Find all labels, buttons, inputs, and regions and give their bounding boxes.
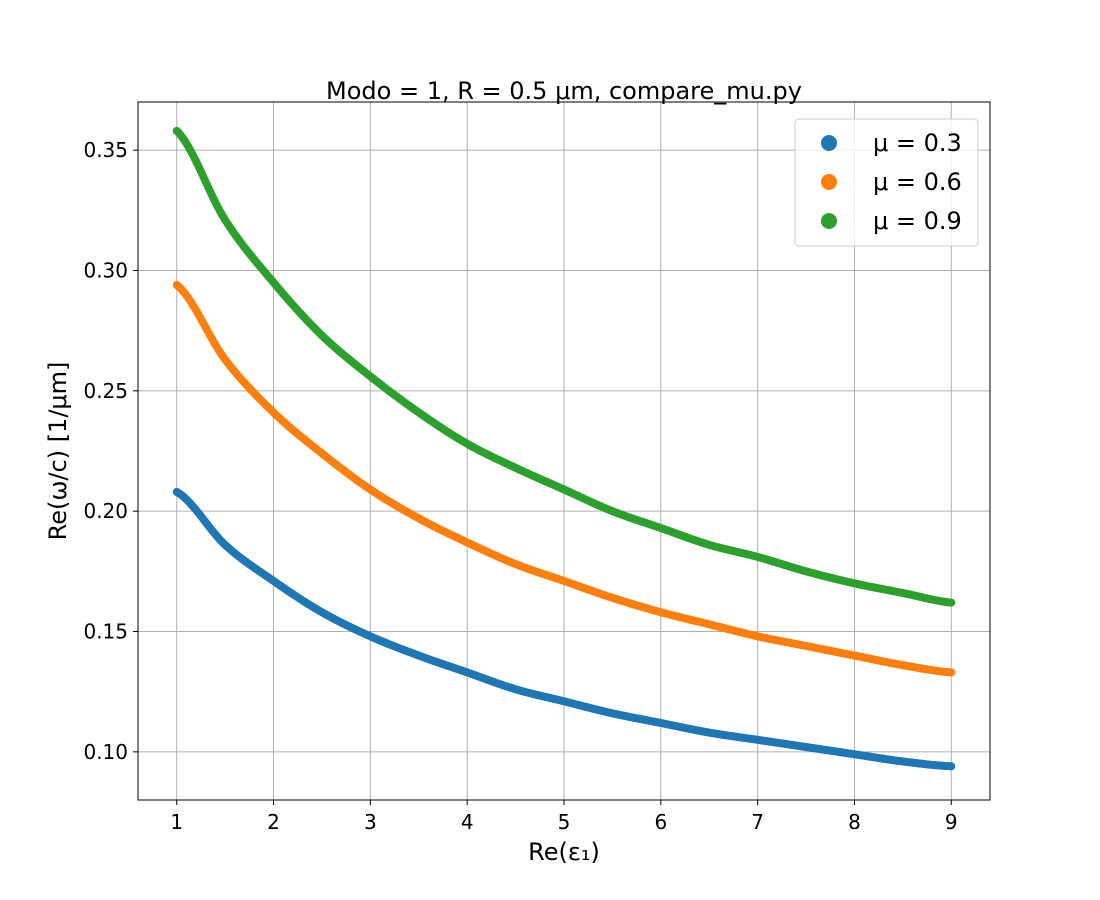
legend-label-mu-0-6: μ = 0.6 (873, 168, 962, 196)
y-tick-label: 0.25 (83, 379, 128, 403)
legend-label-mu-0-9: μ = 0.9 (873, 207, 962, 235)
data-point (947, 598, 956, 607)
y-tick-label: 0.30 (83, 258, 128, 282)
series-0-9 (172, 126, 956, 607)
y-axis-ticks: 0.10 0.15 0.20 0.25 0.30 0.35 (83, 138, 138, 764)
x-tick-label: 1 (170, 810, 183, 834)
x-tick-label: 3 (364, 810, 377, 834)
y-tick-label: 0.20 (83, 499, 128, 523)
x-tick-label: 2 (267, 810, 280, 834)
legend: μ = 0.3 μ = 0.6 μ = 0.9 (794, 118, 979, 247)
chart-title: Modo = 1, R = 0.5 μm, compare_mu.py (326, 77, 802, 105)
legend-frame (794, 118, 979, 247)
legend-marker-mu-0-6 (821, 174, 837, 190)
data-point (947, 762, 956, 771)
x-tick-label: 6 (654, 810, 667, 834)
legend-label-mu-0-3: μ = 0.3 (873, 129, 962, 157)
legend-marker-mu-0-9 (821, 213, 837, 229)
x-tick-label: 8 (848, 810, 861, 834)
series-0-3 (172, 487, 956, 771)
series-0-6 (172, 280, 956, 677)
x-tick-label: 9 (945, 810, 958, 834)
x-axis-label: Re(ε₁) (528, 838, 600, 866)
x-tick-label: 5 (558, 810, 571, 834)
y-axis-label: Re(ω/c) [1/μm] (44, 362, 72, 541)
series-layer (172, 126, 956, 771)
y-tick-label: 0.15 (83, 620, 128, 644)
data-point (947, 668, 956, 677)
x-axis-ticks: 1 2 3 4 5 6 7 8 9 (170, 800, 958, 834)
grid (138, 102, 990, 800)
legend-marker-mu-0-3 (821, 135, 837, 151)
y-tick-label: 0.35 (83, 138, 128, 162)
x-tick-label: 4 (461, 810, 474, 834)
x-tick-label: 7 (751, 810, 764, 834)
y-tick-label: 0.10 (83, 740, 128, 764)
